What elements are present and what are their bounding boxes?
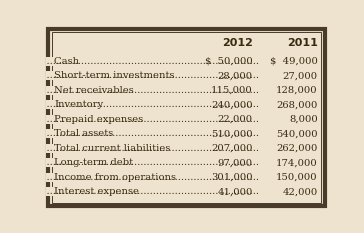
- Text: Long-term debt: Long-term debt: [54, 158, 136, 167]
- Text: 42,000: 42,000: [282, 187, 318, 196]
- Text: 2011: 2011: [287, 38, 318, 48]
- Text: 2012: 2012: [222, 38, 253, 48]
- Text: 115,000: 115,000: [211, 86, 253, 95]
- Text: 41,000: 41,000: [217, 187, 253, 196]
- Text: Long-term debt: Long-term debt: [54, 158, 136, 167]
- Text: Interest expense: Interest expense: [54, 187, 139, 196]
- Text: ................................................................................: ........................................…: [9, 57, 259, 66]
- Text: Inventory: Inventory: [54, 100, 103, 109]
- Text: Total assets: Total assets: [54, 129, 113, 138]
- Text: ................................................................................: ........................................…: [9, 100, 259, 109]
- Text: ................................................................................: ........................................…: [9, 115, 259, 124]
- Text: 97,000: 97,000: [218, 158, 253, 167]
- Text: 540,000: 540,000: [276, 129, 318, 138]
- Text: 301,000: 301,000: [211, 173, 253, 182]
- Text: 22,000: 22,000: [218, 115, 253, 124]
- Text: 27,000: 27,000: [282, 71, 318, 80]
- Text: Net receivables: Net receivables: [54, 86, 134, 95]
- Text: Cash: Cash: [54, 57, 85, 66]
- Text: ................................................................................: ........................................…: [9, 187, 259, 196]
- Text: ................................................................................: ........................................…: [9, 158, 259, 167]
- Text: 207,000: 207,000: [211, 144, 253, 153]
- Text: 262,000: 262,000: [276, 144, 318, 153]
- Text: ................................................................................: ........................................…: [9, 86, 259, 95]
- Text: 268,000: 268,000: [276, 100, 318, 109]
- Text: Net receivables: Net receivables: [54, 86, 134, 95]
- Text: ................................................................................: ........................................…: [9, 71, 259, 80]
- Text: Prepaid expenses: Prepaid expenses: [54, 115, 146, 124]
- Text: 510,000: 510,000: [211, 129, 253, 138]
- Text: Total assets: Total assets: [54, 129, 113, 138]
- Text: Total current liabilities: Total current liabilities: [54, 144, 174, 153]
- Text: $  50,000: $ 50,000: [205, 57, 253, 66]
- Text: 150,000: 150,000: [276, 173, 318, 182]
- Text: $  49,000: $ 49,000: [270, 57, 318, 66]
- Text: Income from operations: Income from operations: [54, 173, 179, 182]
- Text: 8,000: 8,000: [289, 115, 318, 124]
- Text: Cash: Cash: [54, 57, 85, 66]
- Text: Inventory: Inventory: [54, 100, 103, 109]
- Text: ................................................................................: ........................................…: [9, 129, 259, 138]
- Text: Income from operations: Income from operations: [54, 173, 179, 182]
- Text: 240,000: 240,000: [211, 100, 253, 109]
- Text: Prepaid expenses: Prepaid expenses: [54, 115, 146, 124]
- Text: ................................................................................: ........................................…: [9, 144, 259, 153]
- Text: Interest expense: Interest expense: [54, 187, 139, 196]
- Text: Short-term investments: Short-term investments: [54, 71, 174, 80]
- Text: 174,000: 174,000: [276, 158, 318, 167]
- Text: 128,000: 128,000: [276, 86, 318, 95]
- Text: ................................................................................: ........................................…: [9, 173, 259, 182]
- Text: Short-term investments: Short-term investments: [54, 71, 174, 80]
- Text: Total current liabilities: Total current liabilities: [54, 144, 174, 153]
- Text: 28,000: 28,000: [218, 71, 253, 80]
